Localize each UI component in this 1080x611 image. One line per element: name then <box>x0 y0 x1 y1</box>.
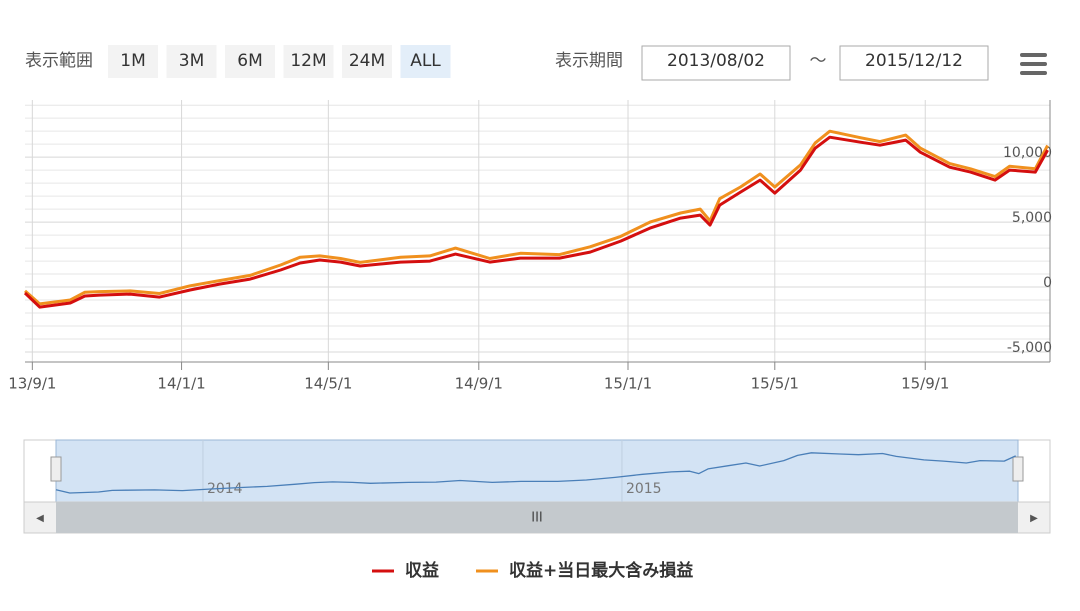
range-button-label[interactable]: 3M <box>179 51 204 71</box>
range-label: 表示範囲 <box>25 51 93 71</box>
range-button[interactable] <box>225 45 275 78</box>
range-button[interactable] <box>283 45 334 78</box>
scrollbar-thumb[interactable] <box>56 502 1018 533</box>
scrollbar-grip[interactable]: III <box>531 511 543 526</box>
range-button-label[interactable]: 24M <box>349 51 385 71</box>
range-button-label[interactable]: 6M <box>237 51 262 71</box>
range-button[interactable] <box>166 45 217 78</box>
navigator-selection[interactable] <box>55 439 1019 503</box>
period-label: 表示期間 <box>555 51 623 71</box>
legend-label[interactable]: 収益+当日最大含み損益 <box>509 560 693 581</box>
range-button-label[interactable]: 1M <box>120 51 145 71</box>
to-date[interactable]: 2015/12/12 <box>865 51 963 71</box>
x-tick-label: 14/1/1 <box>157 375 205 393</box>
from-date[interactable]: 2013/08/02 <box>667 51 765 71</box>
legend-label[interactable]: 収益 <box>405 560 439 581</box>
separator: ～ <box>810 51 827 71</box>
x-tick-label: 15/5/1 <box>751 375 799 393</box>
navigator-handle[interactable] <box>50 456 62 482</box>
range-button[interactable] <box>108 45 158 78</box>
range-button[interactable] <box>342 45 392 78</box>
range-button-label[interactable]: ALL <box>410 51 441 71</box>
to-input[interactable] <box>839 45 989 81</box>
y-tick-label: 0 <box>1043 275 1052 291</box>
x-tick-label: 13/9/1 <box>8 375 56 393</box>
from-input[interactable] <box>641 45 791 81</box>
x-tick-label: 15/1/1 <box>604 375 652 393</box>
y-tick-label: -5,000 <box>1007 340 1052 356</box>
plot-area <box>25 100 1050 362</box>
x-tick-label: 14/5/1 <box>304 375 352 393</box>
range-button[interactable] <box>400 45 451 78</box>
series-line <box>23 135 1049 309</box>
navigator-line <box>55 452 1016 494</box>
navigator-handle[interactable] <box>1012 456 1024 482</box>
scroll-right[interactable]: ▶ <box>1030 513 1038 524</box>
x-tick-label: 14/9/1 <box>455 375 503 393</box>
scroll-left[interactable]: ◀ <box>36 513 44 524</box>
x-tick-label: 15/9/1 <box>901 375 949 393</box>
navigator-label: 2015 <box>626 481 662 497</box>
range-button-label[interactable]: 12M <box>290 51 326 71</box>
series-line <box>24 129 1049 306</box>
y-tick-label: 10,000 <box>1003 145 1052 161</box>
menu-button[interactable] <box>1020 53 1047 75</box>
navigator-label: 2014 <box>207 481 243 497</box>
y-tick-label: 5,000 <box>1012 210 1052 226</box>
